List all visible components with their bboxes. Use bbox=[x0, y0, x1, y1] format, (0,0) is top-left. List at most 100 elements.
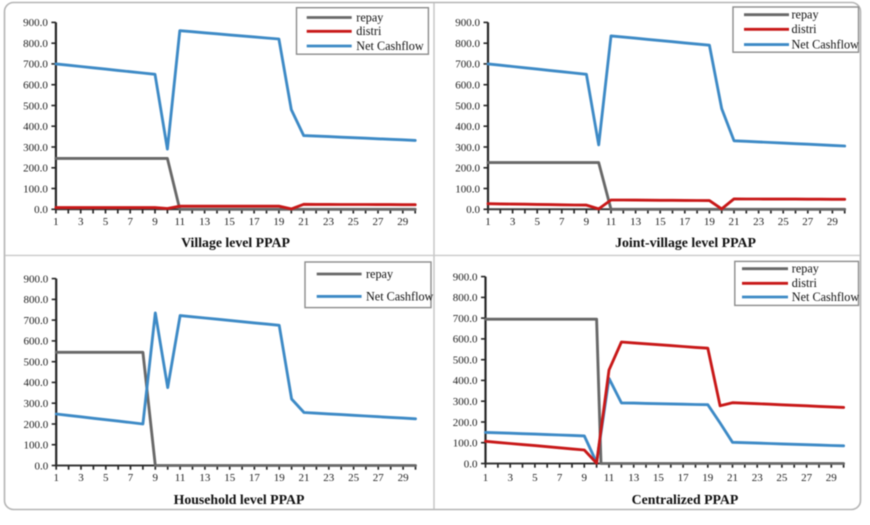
svg-text:5: 5 bbox=[534, 216, 540, 228]
svg-text:19: 19 bbox=[704, 216, 716, 228]
svg-text:5: 5 bbox=[532, 472, 538, 484]
svg-text:0.0: 0.0 bbox=[34, 460, 48, 472]
svg-text:800.0: 800.0 bbox=[23, 294, 48, 306]
svg-text:11: 11 bbox=[606, 216, 617, 228]
svg-text:17: 17 bbox=[678, 472, 690, 484]
svg-text:3: 3 bbox=[78, 216, 84, 228]
svg-text:900.0: 900.0 bbox=[23, 273, 48, 285]
svg-text:19: 19 bbox=[273, 216, 285, 228]
svg-text:7: 7 bbox=[128, 472, 134, 484]
svg-text:9: 9 bbox=[584, 216, 590, 228]
svg-text:23: 23 bbox=[323, 216, 335, 228]
svg-text:distri: distri bbox=[356, 24, 382, 38]
svg-text:17: 17 bbox=[679, 216, 691, 228]
svg-text:15: 15 bbox=[653, 472, 665, 484]
svg-text:17: 17 bbox=[249, 472, 261, 484]
svg-text:600.0: 600.0 bbox=[23, 336, 48, 348]
svg-text:23: 23 bbox=[752, 472, 764, 484]
svg-text:700.0: 700.0 bbox=[23, 59, 48, 71]
svg-text:repay: repay bbox=[356, 10, 384, 24]
svg-text:400.0: 400.0 bbox=[23, 121, 48, 133]
svg-text:400.0: 400.0 bbox=[455, 121, 480, 133]
svg-text:23: 23 bbox=[323, 472, 335, 484]
svg-text:13: 13 bbox=[199, 216, 211, 228]
svg-text:300.0: 300.0 bbox=[23, 142, 48, 154]
svg-text:13: 13 bbox=[628, 472, 640, 484]
svg-text:25: 25 bbox=[778, 216, 790, 228]
svg-text:9: 9 bbox=[152, 216, 158, 228]
svg-text:25: 25 bbox=[776, 472, 788, 484]
svg-text:11: 11 bbox=[175, 472, 186, 484]
svg-text:13: 13 bbox=[630, 216, 642, 228]
svg-text:25: 25 bbox=[348, 216, 360, 228]
svg-text:600.0: 600.0 bbox=[455, 80, 480, 92]
svg-text:5: 5 bbox=[103, 472, 109, 484]
svg-text:0.0: 0.0 bbox=[464, 458, 478, 470]
svg-text:Net Cashflow: Net Cashflow bbox=[792, 290, 860, 304]
svg-text:600.0: 600.0 bbox=[453, 334, 478, 346]
svg-text:200.0: 200.0 bbox=[23, 419, 48, 431]
svg-text:100.0: 100.0 bbox=[455, 183, 480, 195]
svg-text:Centralized PPAP: Centralized PPAP bbox=[632, 492, 739, 507]
svg-text:11: 11 bbox=[175, 216, 186, 228]
svg-text:600.0: 600.0 bbox=[23, 80, 48, 92]
svg-text:repay: repay bbox=[792, 8, 820, 22]
svg-text:0.0: 0.0 bbox=[34, 204, 48, 216]
svg-text:Net Cashflow: Net Cashflow bbox=[366, 289, 434, 303]
svg-text:3: 3 bbox=[78, 472, 84, 484]
svg-text:3: 3 bbox=[507, 472, 513, 484]
svg-text:15: 15 bbox=[224, 472, 236, 484]
svg-text:100.0: 100.0 bbox=[453, 438, 478, 450]
svg-text:15: 15 bbox=[224, 216, 236, 228]
svg-text:300.0: 300.0 bbox=[23, 398, 48, 410]
svg-text:700.0: 700.0 bbox=[23, 315, 48, 327]
svg-text:27: 27 bbox=[802, 216, 814, 228]
svg-text:27: 27 bbox=[373, 472, 385, 484]
svg-text:Net Cashflow: Net Cashflow bbox=[792, 38, 860, 52]
svg-text:400.0: 400.0 bbox=[453, 375, 478, 387]
svg-text:1: 1 bbox=[53, 216, 59, 228]
svg-text:distri: distri bbox=[792, 22, 818, 36]
svg-text:Net Cashflow: Net Cashflow bbox=[356, 39, 424, 53]
svg-text:500.0: 500.0 bbox=[453, 355, 478, 367]
svg-text:17: 17 bbox=[249, 216, 261, 228]
svg-text:repay: repay bbox=[792, 262, 820, 276]
svg-text:Village level PPAP: Village level PPAP bbox=[181, 235, 290, 250]
svg-text:15: 15 bbox=[655, 216, 667, 228]
svg-text:Joint-village level PPAP: Joint-village level PPAP bbox=[615, 235, 756, 250]
svg-text:distri: distri bbox=[792, 276, 818, 290]
svg-text:9: 9 bbox=[153, 472, 159, 484]
svg-text:29: 29 bbox=[826, 472, 838, 484]
svg-text:21: 21 bbox=[299, 472, 310, 484]
svg-text:1: 1 bbox=[483, 472, 489, 484]
svg-text:200.0: 200.0 bbox=[453, 417, 478, 429]
svg-text:900.0: 900.0 bbox=[455, 17, 480, 29]
svg-text:21: 21 bbox=[729, 216, 740, 228]
svg-text:900.0: 900.0 bbox=[453, 271, 478, 283]
svg-text:21: 21 bbox=[727, 472, 738, 484]
svg-text:200.0: 200.0 bbox=[455, 163, 480, 175]
svg-text:9: 9 bbox=[582, 472, 588, 484]
svg-text:1: 1 bbox=[53, 472, 59, 484]
svg-text:800.0: 800.0 bbox=[453, 292, 478, 304]
svg-text:23: 23 bbox=[753, 216, 765, 228]
svg-text:900.0: 900.0 bbox=[23, 17, 48, 29]
svg-text:400.0: 400.0 bbox=[23, 377, 48, 389]
svg-text:7: 7 bbox=[559, 216, 565, 228]
svg-text:500.0: 500.0 bbox=[23, 100, 48, 112]
svg-text:800.0: 800.0 bbox=[23, 38, 48, 50]
svg-text:7: 7 bbox=[127, 216, 133, 228]
svg-text:500.0: 500.0 bbox=[23, 357, 48, 369]
svg-text:100.0: 100.0 bbox=[23, 183, 48, 195]
svg-text:200.0: 200.0 bbox=[23, 163, 48, 175]
svg-text:13: 13 bbox=[199, 472, 211, 484]
svg-text:repay: repay bbox=[366, 267, 394, 281]
svg-text:3: 3 bbox=[510, 216, 516, 228]
svg-text:700.0: 700.0 bbox=[453, 313, 478, 325]
svg-text:7: 7 bbox=[557, 472, 563, 484]
svg-text:11: 11 bbox=[604, 472, 615, 484]
svg-text:29: 29 bbox=[398, 472, 410, 484]
svg-text:0.0: 0.0 bbox=[466, 204, 480, 216]
svg-text:25: 25 bbox=[348, 472, 360, 484]
svg-text:100.0: 100.0 bbox=[23, 440, 48, 452]
